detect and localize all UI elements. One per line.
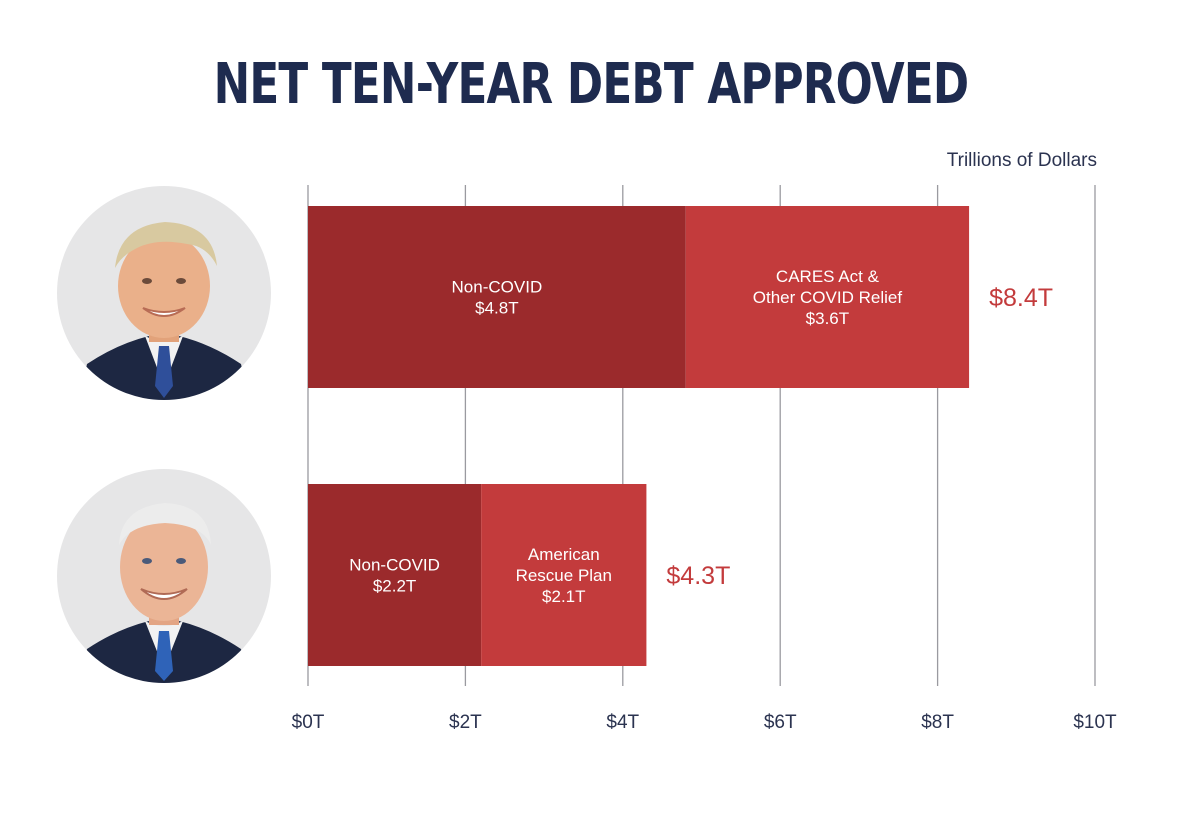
total-label: $8.4T [989, 284, 1053, 312]
segment-label: American Rescue Plan $2.1T [516, 545, 612, 606]
segment-label: CARES Act & Other COVID Relief $3.6T [753, 267, 903, 328]
x-tick-label: $10T [1073, 712, 1117, 733]
trump-portrait-icon [57, 186, 271, 400]
x-tick-label: $0T [292, 712, 325, 733]
x-tick-label: $8T [921, 712, 954, 733]
units-label: Trillions of Dollars [946, 150, 1097, 171]
segment-label: Non-COVID $4.8T [452, 278, 543, 318]
bar-segment [308, 206, 686, 388]
x-tick-label: $4T [606, 712, 639, 733]
bar-segment [308, 484, 482, 666]
bar-segment [685, 206, 970, 388]
chart-title: NET TEN-YEAR DEBT APPROVED [213, 52, 970, 117]
biden-portrait-icon [57, 469, 271, 683]
bar-segment [481, 484, 647, 666]
total-label: $4.3T [666, 562, 730, 590]
segment-label: Non-COVID $2.2T [349, 556, 440, 596]
x-tick-label: $2T [449, 712, 482, 733]
x-tick-label: $6T [764, 712, 797, 733]
